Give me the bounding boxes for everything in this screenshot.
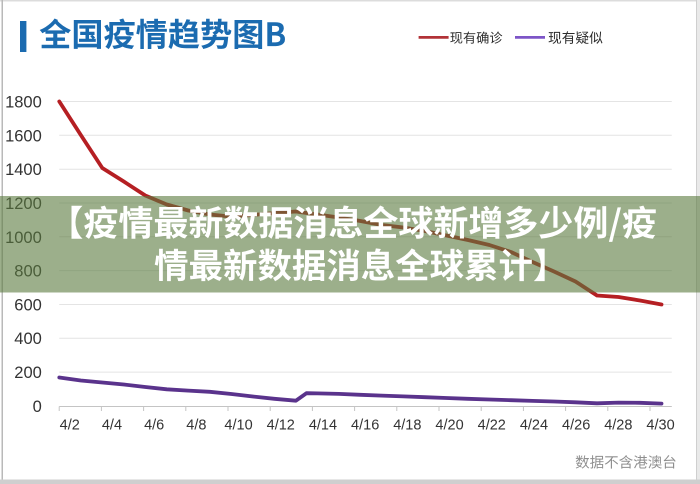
svg-text:4/6: 4/6 [144,418,164,434]
svg-text:1600: 1600 [5,127,42,145]
svg-text:1800: 1800 [5,93,42,111]
svg-text:200: 200 [14,364,42,382]
svg-text:4/30: 4/30 [646,418,674,434]
svg-text:400: 400 [14,330,42,348]
svg-text:4/14: 4/14 [309,418,337,434]
svg-text:4/2: 4/2 [60,418,80,434]
svg-text:4/8: 4/8 [186,418,206,434]
svg-text:4/28: 4/28 [604,418,632,434]
svg-text:4/26: 4/26 [562,418,590,434]
svg-text:4/24: 4/24 [520,418,548,434]
svg-text:4/16: 4/16 [351,418,379,434]
svg-text:4/18: 4/18 [393,418,421,434]
svg-text:600: 600 [14,296,42,314]
svg-text:4/12: 4/12 [267,418,295,434]
svg-text:0: 0 [33,398,42,416]
svg-text:1400: 1400 [5,161,42,179]
svg-text:4/20: 4/20 [435,418,463,434]
svg-text:4/22: 4/22 [478,418,506,434]
svg-text:4/10: 4/10 [224,418,252,434]
svg-text:4/4: 4/4 [102,418,122,434]
